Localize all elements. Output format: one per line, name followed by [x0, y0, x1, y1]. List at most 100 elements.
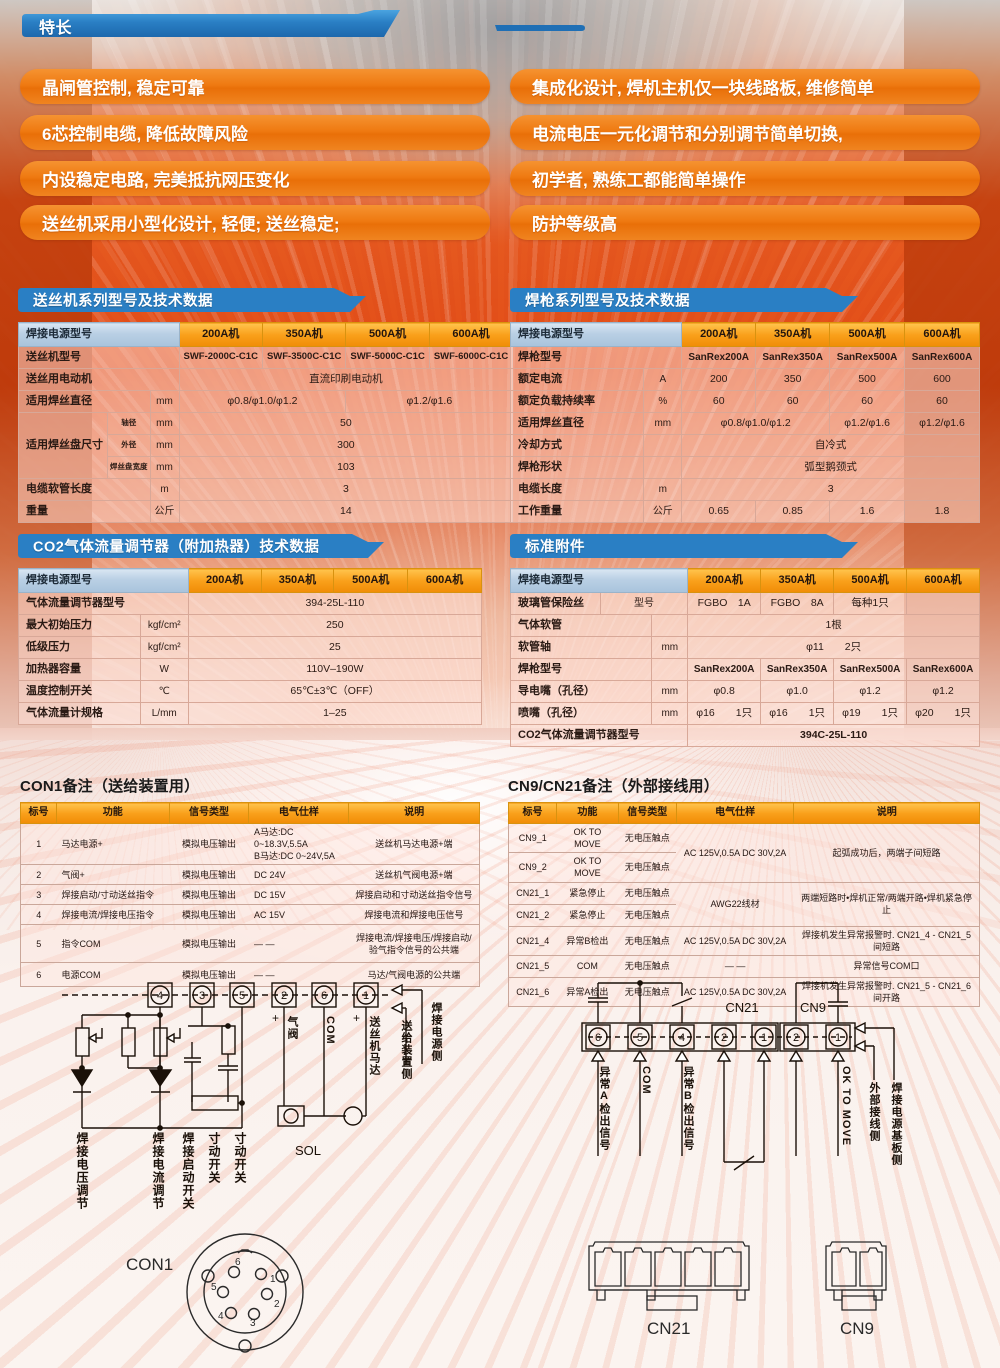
cell-desc: 焊接启动和寸动送丝指令信号	[348, 884, 480, 906]
cell: φ19 1只	[833, 702, 908, 725]
row-unit: mm	[651, 702, 689, 725]
table-row: 冷却方式 自冷式	[509, 434, 980, 457]
row-label: 焊枪型号	[509, 346, 683, 369]
pin-number: 5	[211, 1282, 217, 1293]
cell: 1.6	[829, 500, 906, 523]
pin-box	[585, 1024, 611, 1050]
pin-number: 4	[157, 990, 163, 1002]
col-header-desc: 说明	[348, 802, 480, 824]
header-power-model: 焊接电源型号	[18, 568, 189, 593]
cell: 1–25	[187, 702, 483, 725]
label-power-base-board-side: 焊接电源基板侧	[890, 1082, 902, 1166]
row-unit	[643, 434, 683, 457]
row-sublabel: 外径	[107, 434, 151, 457]
label-wirefeed-motor: 送丝机马达	[368, 1016, 380, 1076]
pin-box	[825, 1024, 851, 1050]
row-unit: kgf/cm²	[139, 614, 189, 637]
cell-spec: AWG22线材	[676, 881, 794, 927]
label-com: COM	[640, 1066, 652, 1095]
cell: 200	[681, 368, 757, 391]
label-ok-to-move: OK TO MOVE	[840, 1066, 852, 1147]
header-power-model: 焊接电源型号	[509, 322, 683, 347]
banner-accessories-label: 标准附件	[525, 539, 585, 556]
table-row: CN9_2 OK TO MOVE 无电压触点	[508, 852, 980, 883]
connector-con1: 1 2 3 4 5 6 CON1	[120, 1230, 350, 1360]
header-machine: 350A机	[755, 322, 831, 347]
cell-type: 模拟电压输出	[169, 904, 249, 926]
cell: φ1.2/φ1.6	[345, 390, 514, 413]
row-unit	[651, 614, 689, 637]
col-header-no: 标号	[508, 802, 557, 824]
pin-number: 6	[321, 990, 327, 1002]
connector-cn9-label: CN9	[840, 1319, 874, 1338]
cell: SanRex600A	[904, 346, 980, 369]
cell-type: 无电压触点	[618, 925, 677, 956]
cell-func: 焊接电流/焊接电压指令	[56, 904, 170, 926]
pin-number: 4	[679, 1032, 685, 1044]
table-row: 送丝用电动机 直流印刷电动机	[18, 368, 514, 391]
row-label: 气体软管	[509, 614, 653, 637]
pin-number: 5	[239, 990, 245, 1002]
row-label: 软管轴	[509, 636, 653, 659]
row-unit: mm	[149, 456, 180, 479]
cell-no: CN21_5	[508, 954, 557, 978]
cell: φ0.8	[687, 680, 762, 703]
banner-shape	[18, 288, 366, 312]
cell-desc: 马达/气阀电源的公共端	[348, 962, 480, 988]
row-label: 焊枪型号	[509, 658, 653, 681]
cell: FGBO 8A	[760, 592, 835, 615]
cell-no: 3	[20, 884, 57, 906]
cell: SWF-5000C-C1C	[345, 346, 430, 369]
table-row: 喷嘴（孔径） mm φ16 1只 φ16 1只 φ19 1只 φ20 1只	[509, 702, 980, 725]
col-header-type: 信号类型	[617, 802, 677, 824]
cell: 弧型鹅颈式	[681, 456, 980, 479]
pin-number: 2	[793, 1032, 799, 1044]
row-label: 加热器容量	[18, 658, 141, 681]
row-unit: 公斤	[149, 500, 180, 523]
cell-desc: 异常信号COM口	[793, 954, 980, 978]
feature-pill-label: 内设稳定电路, 完美抵抗网压变化	[42, 171, 290, 190]
plus-sign: +	[272, 1011, 279, 1025]
table-row: CN21_4 异常B检出 无电压触点 AC 125V,0.5A DC 30V,2…	[508, 925, 980, 956]
cell-desc: 焊接电流和焊接电压信号	[348, 904, 480, 926]
cell-no: CN21_2	[508, 903, 557, 927]
row-sublabel: 焊丝盘宽度	[107, 456, 151, 479]
header-machine: 350A机	[260, 568, 335, 593]
cell: 自冷式	[681, 434, 980, 457]
pin-number: 6	[595, 1032, 601, 1044]
cell-no: 2	[20, 864, 57, 886]
label-inch-switch: 寸动开关	[207, 1132, 221, 1184]
table-row: CN9_1 OK TO MOVE 无电压触点 AC 125V,0.5A DC 3…	[508, 822, 980, 883]
cell: 250	[187, 614, 483, 637]
cell-no: 5	[20, 924, 57, 964]
cell-spec: AC 125V,0.5A DC 30V,2A	[676, 925, 794, 956]
feature-pill-label: 集成化设计, 焊机主机仅一块线路板, 维修简单	[532, 79, 874, 98]
row-unit: mm	[651, 680, 689, 703]
cell-type: 无电压触点	[618, 903, 677, 927]
table-row: 工作重量 公斤 0.65 0.85 1.6 1.8	[509, 500, 980, 523]
group-label-cn9: CN9	[800, 1000, 826, 1015]
table-row: 加热器容量 W 110V–190W	[18, 658, 483, 681]
cell-type: 无电压触点	[618, 976, 677, 1008]
table-row: 送丝机型号 SWF-2000C-C1C SWF-3500C-C1C SWF-50…	[18, 346, 514, 369]
cell-func: OK TO MOVE	[556, 852, 619, 883]
feature-pill: 送丝机采用小型化设计, 轻便; 送丝稳定;	[20, 205, 490, 240]
label-weld-start-switch: 焊接启动开关	[181, 1132, 195, 1210]
cell: SanRex200A	[687, 658, 762, 681]
cell-spec: AC 125V,0.5A DC 30V,2A	[676, 823, 794, 883]
feature-pill: 防护等级高	[510, 205, 980, 240]
row-unit: %	[643, 390, 683, 413]
label-feeder-side: 送给装置侧	[400, 1020, 412, 1080]
pin-number: 2	[274, 1299, 280, 1310]
cell-func: 气阀+	[56, 864, 170, 886]
row-label: 焊枪形状	[509, 456, 645, 479]
table-row: CO2气体流量调节器型号 394C-25L-110	[509, 724, 980, 747]
con1-table: 标号 功能 信号类型 电气仕样 说明 1 马达电源+ 模拟电压输出 A马达:DC…	[20, 802, 480, 988]
pin-box	[711, 1024, 737, 1050]
col-header-desc: 说明	[793, 802, 980, 824]
table-row: 焊枪型号 SanRex200A SanRex350A SanRex500A Sa…	[509, 658, 980, 681]
row-label: 玻璃管保险丝	[510, 592, 601, 615]
header-machine: 600A机	[906, 568, 980, 593]
label-gas-valve: 气阀	[286, 1016, 298, 1040]
header-machine: 500A机	[333, 568, 409, 593]
